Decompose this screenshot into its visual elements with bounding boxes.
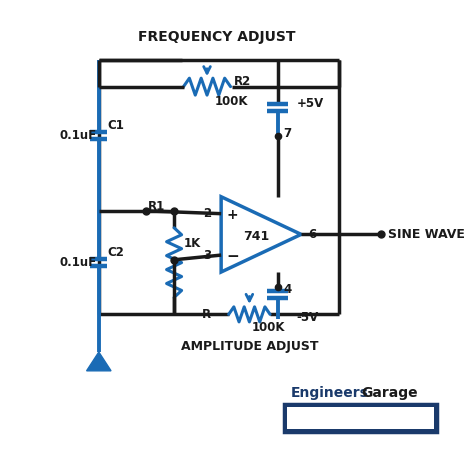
Text: 100K: 100K xyxy=(215,95,248,108)
Text: 0.1uF: 0.1uF xyxy=(59,256,96,269)
Text: 7: 7 xyxy=(283,127,292,140)
Polygon shape xyxy=(87,352,111,371)
Text: 3: 3 xyxy=(203,249,211,262)
Text: Engineers: Engineers xyxy=(291,387,369,401)
Text: R: R xyxy=(202,308,211,321)
Text: 0.1uF: 0.1uF xyxy=(59,129,96,142)
Text: R1: R1 xyxy=(148,200,165,213)
Bar xyxy=(287,407,434,429)
Text: 741: 741 xyxy=(243,230,270,243)
Text: C1: C1 xyxy=(107,119,124,132)
Text: −: − xyxy=(227,249,239,264)
Text: Garage: Garage xyxy=(361,387,418,401)
Text: +5V: +5V xyxy=(296,97,324,110)
Text: 2: 2 xyxy=(203,207,211,220)
Text: C2: C2 xyxy=(107,246,124,259)
Text: 100K: 100K xyxy=(251,321,285,334)
Text: AMPLITUDE ADJUST: AMPLITUDE ADJUST xyxy=(181,340,318,353)
Text: 1K: 1K xyxy=(183,237,201,250)
Bar xyxy=(284,404,437,432)
Text: FREQUENCY ADJUST: FREQUENCY ADJUST xyxy=(137,30,295,44)
Text: -5V: -5V xyxy=(296,311,319,324)
Text: SINE WAVE: SINE WAVE xyxy=(388,228,465,241)
Text: +: + xyxy=(227,207,238,222)
Text: 4: 4 xyxy=(283,283,292,296)
Text: 6: 6 xyxy=(309,228,317,241)
Text: R2: R2 xyxy=(233,75,251,88)
